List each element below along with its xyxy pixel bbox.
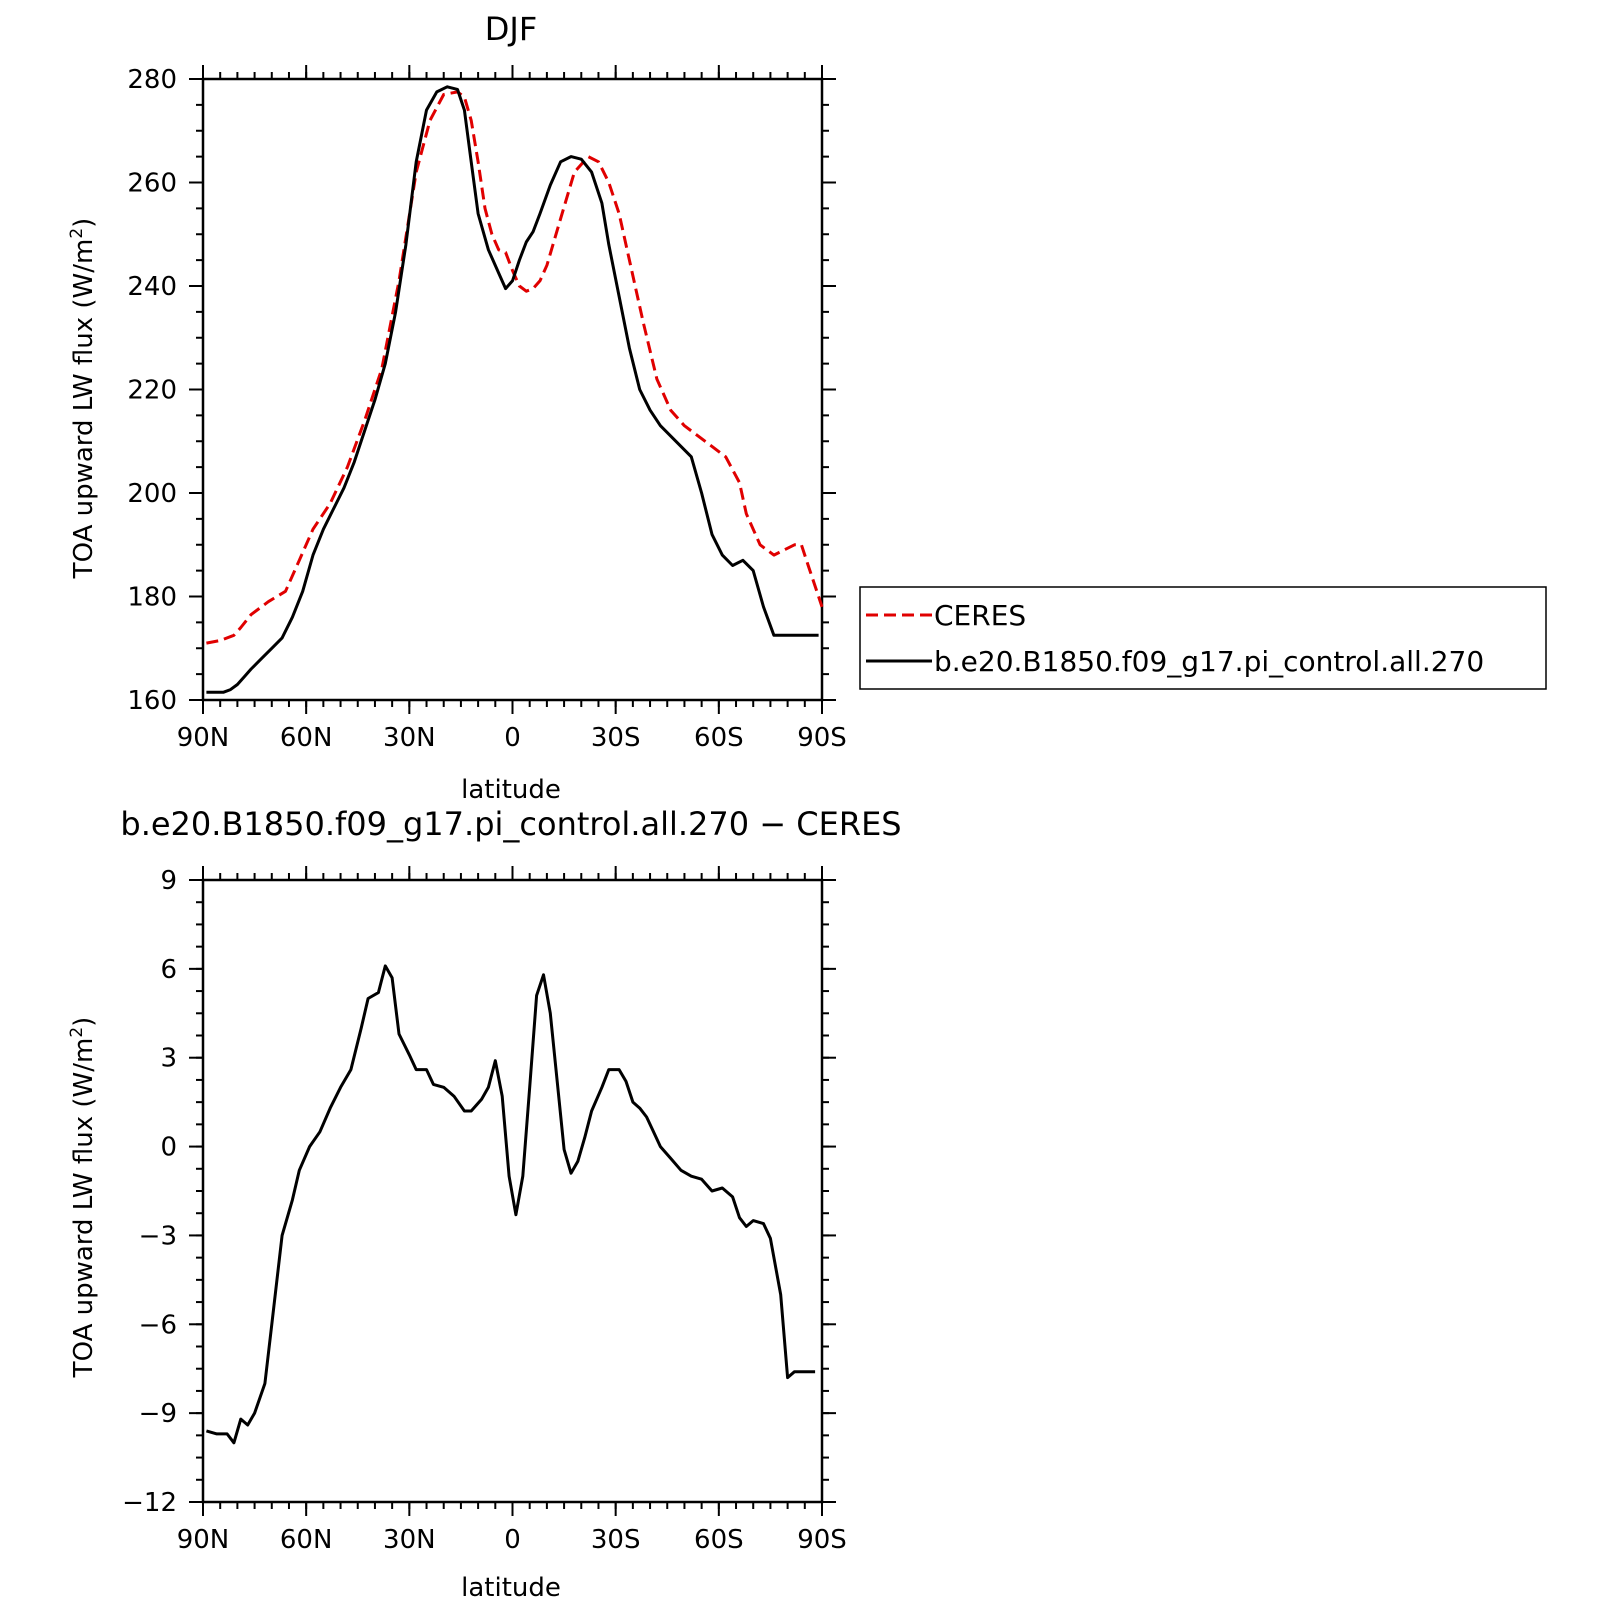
bottom-plot-title: b.e20.B1850.f09_g17.pi_control.all.270 −… <box>120 805 901 843</box>
bottom-x-tick-label: 30N <box>383 1525 436 1555</box>
top-panel: DJF 90N 60N 30N 0 30S 60S 90S 160 180 200 220 240 26… <box>67 10 1547 805</box>
top-x-tick-label: 60N <box>280 723 333 753</box>
top-y-tick-label: 200 <box>127 479 177 509</box>
bottom-x-tick-label: 90N <box>177 1525 230 1555</box>
bottom-y-tick-label: 3 <box>160 1044 177 1074</box>
bottom-y-tick-label: −3 <box>139 1221 177 1251</box>
bottom-y-tick-label: −12 <box>122 1488 177 1518</box>
top-y-tick-label: 280 <box>127 65 177 95</box>
bottom-series-line-difference <box>205 964 816 1445</box>
bottom-y-tick-label: 9 <box>160 866 177 896</box>
bottom-y-axis-label-main: TOA upward LW flux (W/m <box>69 1038 99 1379</box>
top-y-tick-label: 180 <box>127 583 177 613</box>
top-y-axis-label-sup: 2 <box>67 228 87 239</box>
top-x-tick-label: 90N <box>177 723 230 753</box>
top-y-axis-label-main: TOA upward LW flux (W/m <box>69 239 99 580</box>
top-plot-title: DJF <box>485 10 537 48</box>
legend-box <box>859 586 1547 690</box>
top-x-tick-label: 30N <box>383 723 436 753</box>
bottom-x-tick-label: 60S <box>694 1525 744 1555</box>
top-x-tick-label: 60S <box>694 723 744 753</box>
top-x-tick-label: 30S <box>591 723 641 753</box>
top-plot-area: 90N 60N 30N 0 30S 60S 90S 160 180 200 220 240 260 280 <box>127 65 847 753</box>
legend-label-model: b.e20.B1850.f09_g17.pi_control.all.270 <box>934 645 1484 678</box>
top-y-tick-label: 240 <box>127 272 177 302</box>
top-x-tick-label: 0 <box>504 723 521 753</box>
bottom-x-tick-label: 90S <box>797 1525 847 1555</box>
bottom-panel: b.e20.B1850.f09_g17.pi_control.all.270 −… <box>67 805 902 1602</box>
top-y-axis-label: TOA upward LW flux (W/m2) <box>67 218 99 580</box>
top-x-axis-label: latitude <box>461 775 561 805</box>
bottom-plot-area: 90N 60N 30N 0 30S 60S 90S −12 −9 −6 −3 0 3 6 9 <box>122 866 847 1555</box>
top-y-tick-label: 220 <box>127 376 177 406</box>
bottom-y-tick-label: −9 <box>139 1399 177 1429</box>
top-x-tick-label: 90S <box>797 723 847 753</box>
bottom-y-axis-label-sup: 2 <box>67 1027 87 1038</box>
bottom-x-tick-label: 60N <box>280 1525 333 1555</box>
bottom-x-tick-label: 30S <box>591 1525 641 1555</box>
bottom-x-tick-label: 0 <box>504 1525 521 1555</box>
bottom-y-tick-label: 0 <box>160 1133 177 1163</box>
top-series-line-b-e20-b1850-f09-g17-pi-control-all-270 <box>206 85 819 694</box>
bottom-y-axis-label: TOA upward LW flux (W/m2) <box>67 1017 99 1379</box>
legend: CERES b.e20.B1850.f09_g17.pi_control.all… <box>859 586 1547 690</box>
bottom-x-axis-label: latitude <box>461 1573 561 1602</box>
bottom-y-tick-label: 6 <box>160 955 177 985</box>
bottom-y-axis-label-close: ) <box>69 1017 99 1027</box>
top-y-axis-label-close: ) <box>69 218 99 228</box>
top-series-line-ceres <box>206 90 824 645</box>
bottom-y-tick-label: −6 <box>139 1310 177 1340</box>
legend-label-ceres: CERES <box>934 599 1026 632</box>
top-y-tick-label: 260 <box>127 169 177 199</box>
top-y-tick-label: 160 <box>127 686 177 716</box>
